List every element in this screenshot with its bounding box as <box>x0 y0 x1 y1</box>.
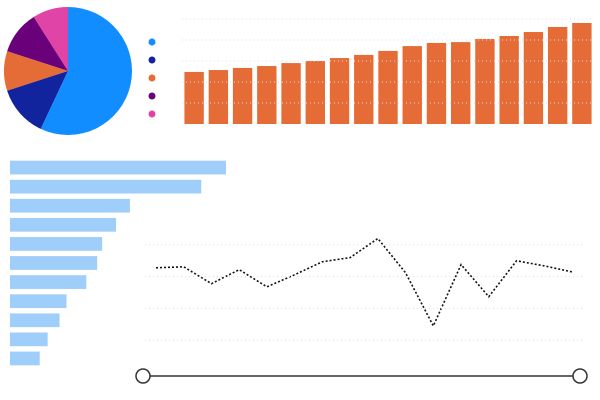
slider-handle[interactable] <box>572 368 588 384</box>
bar <box>572 22 592 125</box>
bar <box>10 179 202 194</box>
bar <box>10 313 60 328</box>
bar <box>10 217 117 232</box>
pie-slice <box>7 71 69 129</box>
bar <box>523 32 544 124</box>
bar <box>281 63 301 124</box>
bar <box>232 67 253 124</box>
bar <box>426 42 447 124</box>
bar <box>475 38 495 125</box>
bar <box>305 61 325 124</box>
bar <box>10 351 40 366</box>
bar <box>10 294 67 309</box>
pie-slice <box>33 7 68 71</box>
bar <box>451 42 471 124</box>
bar <box>10 332 48 347</box>
bar <box>378 50 398 124</box>
bar <box>354 54 374 124</box>
pie-slice <box>40 7 133 135</box>
line-series <box>155 237 573 328</box>
range-slider[interactable] <box>135 368 588 384</box>
bar <box>10 160 227 175</box>
legend-marker <box>148 110 156 118</box>
legend-marker <box>148 92 156 100</box>
bar <box>402 46 422 125</box>
bar <box>10 198 130 213</box>
bar <box>10 237 103 251</box>
bar <box>329 58 350 125</box>
bar <box>208 70 229 124</box>
slider-handle[interactable] <box>135 368 151 384</box>
pie-slice <box>7 16 69 71</box>
legend-marker <box>148 74 156 82</box>
bar <box>10 256 98 270</box>
bar <box>499 36 519 125</box>
bar <box>10 275 87 289</box>
bar <box>184 71 204 124</box>
pie-slice <box>3 51 68 91</box>
legend-marker <box>148 38 156 46</box>
bar <box>257 66 277 124</box>
bar <box>547 26 568 125</box>
legend-marker <box>148 56 156 64</box>
